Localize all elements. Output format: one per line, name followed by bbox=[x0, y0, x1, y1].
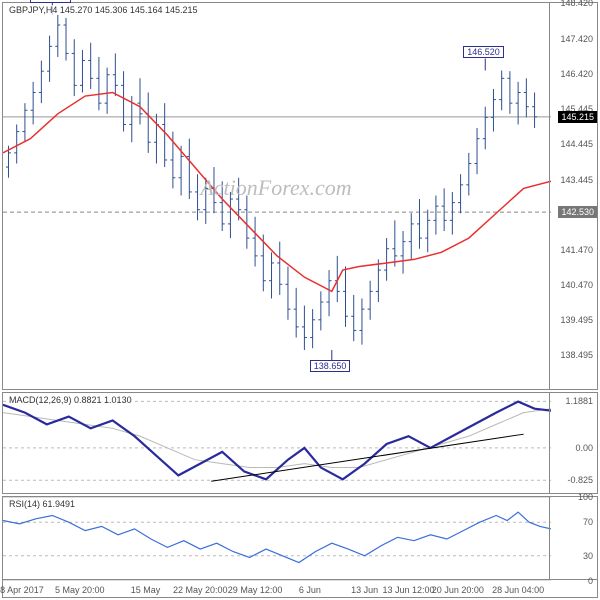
x-tick: 22 May 20:00 bbox=[173, 585, 228, 595]
x-tick: 15 May bbox=[131, 585, 161, 595]
price-svg bbox=[3, 3, 551, 391]
current_ref-tag: 142.530 bbox=[558, 206, 597, 218]
macd-ytick: -0.825 bbox=[567, 475, 593, 485]
macd-panel: MACD(12,26,9) 0.8821 1.0130 -0.825 0.00 1.… bbox=[2, 392, 598, 494]
rsi-plot[interactable] bbox=[3, 497, 549, 579]
price-ytick: 141.470 bbox=[560, 245, 593, 255]
price-ytick: 139.495 bbox=[560, 315, 593, 325]
price-annotation: 148.090 bbox=[30, 0, 71, 3]
x-tick: 28 Apr 2017 bbox=[0, 585, 44, 595]
price-ytick: 140.470 bbox=[560, 280, 593, 290]
x-tick: 13 Jun bbox=[351, 585, 378, 595]
macd-ytick: 1.1881 bbox=[565, 396, 593, 406]
x-tick: 6 Jun bbox=[299, 585, 321, 595]
price-ytick: 144.445 bbox=[560, 139, 593, 149]
macd-y-axis: -0.825 0.00 1.1881 bbox=[549, 393, 597, 493]
price-annotation: 146.520 bbox=[463, 46, 504, 58]
rsi-ytick: 100 bbox=[578, 492, 593, 502]
price-ytick: 148.420 bbox=[560, 0, 593, 8]
x-tick: 28 Jun 04:00 bbox=[492, 585, 544, 595]
x-axis-panel: 28 Apr 2017 5 May 20:00 15 May 22 May 20:00… bbox=[2, 580, 598, 598]
rsi-panel: RSI(14) 61.9491 03070100 bbox=[2, 496, 598, 580]
chart-container: GBPJPY,H4 145.270 145.306 145.164 145.21… bbox=[0, 0, 600, 600]
price-panel: GBPJPY,H4 145.270 145.306 145.164 145.21… bbox=[2, 2, 598, 390]
price-y-axis: 138.495139.495140.470141.470142.470143.4… bbox=[549, 3, 597, 389]
price-ytick: 143.445 bbox=[560, 175, 593, 185]
x-axis: 28 Apr 2017 5 May 20:00 15 May 22 May 20:00… bbox=[3, 580, 549, 597]
x-tick: 20 Jun 20:00 bbox=[432, 585, 484, 595]
macd-svg bbox=[3, 393, 551, 495]
rsi-label: RSI(14) 61.9491 bbox=[7, 499, 77, 509]
rsi-svg bbox=[3, 497, 551, 581]
x-tick: 5 May 20:00 bbox=[55, 585, 105, 595]
x-tick: 13 Jun 12:00 bbox=[382, 585, 434, 595]
current_price-tag: 145.215 bbox=[558, 111, 597, 123]
rsi-ytick: 30 bbox=[583, 551, 593, 561]
x-tick: 29 May 12:00 bbox=[228, 585, 283, 595]
symbol-header: GBPJPY,H4 145.270 145.306 145.164 145.21… bbox=[7, 5, 200, 15]
macd-plot[interactable] bbox=[3, 393, 549, 493]
rsi-ytick: 70 bbox=[583, 517, 593, 527]
macd-ytick: 0.00 bbox=[575, 443, 593, 453]
price-ytick: 138.495 bbox=[560, 350, 593, 360]
price-annotation: 138.650 bbox=[310, 360, 351, 372]
price-ytick: 147.420 bbox=[560, 34, 593, 44]
price-ytick: 146.420 bbox=[560, 69, 593, 79]
price-plot[interactable]: ActionForex.com 148.090146.520138.650 bbox=[3, 3, 549, 389]
rsi-y-axis: 03070100 bbox=[549, 497, 597, 579]
macd-label: MACD(12,26,9) 0.8821 1.0130 bbox=[7, 395, 134, 405]
